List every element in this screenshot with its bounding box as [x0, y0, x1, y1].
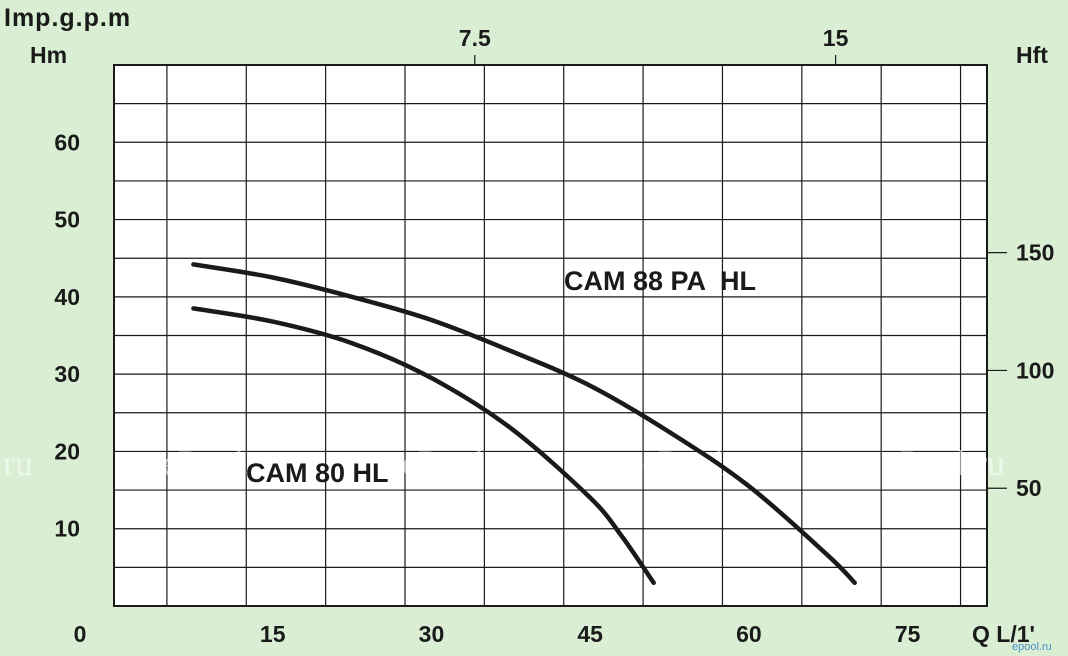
y-tick-label: 50: [54, 207, 80, 233]
top-axis-label: Imp.g.p.m: [4, 4, 131, 32]
grid: [114, 65, 987, 606]
y-axis-label: Hm: [30, 42, 67, 68]
right-tick-label: 100: [1016, 357, 1054, 383]
right-ticks: 50 100 150: [987, 240, 1054, 501]
y-tick-label: 30: [54, 361, 80, 387]
series-line-1: [191, 306, 656, 586]
y-tick-label: 10: [54, 516, 80, 542]
right-tick-label: 150: [1016, 240, 1054, 266]
top-tick-label: 15: [823, 25, 849, 51]
y-tick-label: 20: [54, 438, 80, 464]
series-label-cam80: CAM 80 HL: [246, 458, 389, 488]
watermarks: ePool.ru ePool.ru ePool.ru ePool.ru ePoo…: [0, 443, 1005, 483]
x-tick-label: 30: [419, 621, 445, 647]
x-axis-label: Q L/1': [972, 621, 1035, 647]
series-label-cam88: CAM 88 PA HL: [564, 266, 756, 296]
y-ticks: 10 20 30 40 50 60: [54, 129, 80, 541]
top-ticks: 7.5 15: [459, 25, 849, 65]
watermark-5: ePool.ru: [884, 443, 1005, 483]
watermark-3: ePool.ru: [402, 443, 523, 483]
x-ticks: 0 15 30 45 60 75: [74, 621, 921, 647]
y-tick-label: 40: [54, 284, 80, 310]
right-axis-label: Hft: [1016, 42, 1048, 68]
top-tick-label: 7.5: [459, 25, 491, 51]
series: [191, 262, 857, 586]
x-tick-label: 60: [736, 621, 762, 647]
x-tick-label: 75: [895, 621, 921, 647]
right-tick-label: 50: [1016, 475, 1042, 501]
x-tick-label: 45: [577, 621, 603, 647]
watermark-4: ePool.ru: [642, 443, 763, 483]
y-tick-label: 60: [54, 129, 80, 155]
x-tick-label: 15: [260, 621, 286, 647]
series-line-0: [191, 262, 857, 586]
brand-logo: epool.ru: [1012, 641, 1052, 653]
watermark-2: ePool.ru: [162, 443, 283, 483]
x-tick-label: 0: [74, 621, 87, 647]
watermark-1: ePool.ru: [0, 443, 33, 483]
